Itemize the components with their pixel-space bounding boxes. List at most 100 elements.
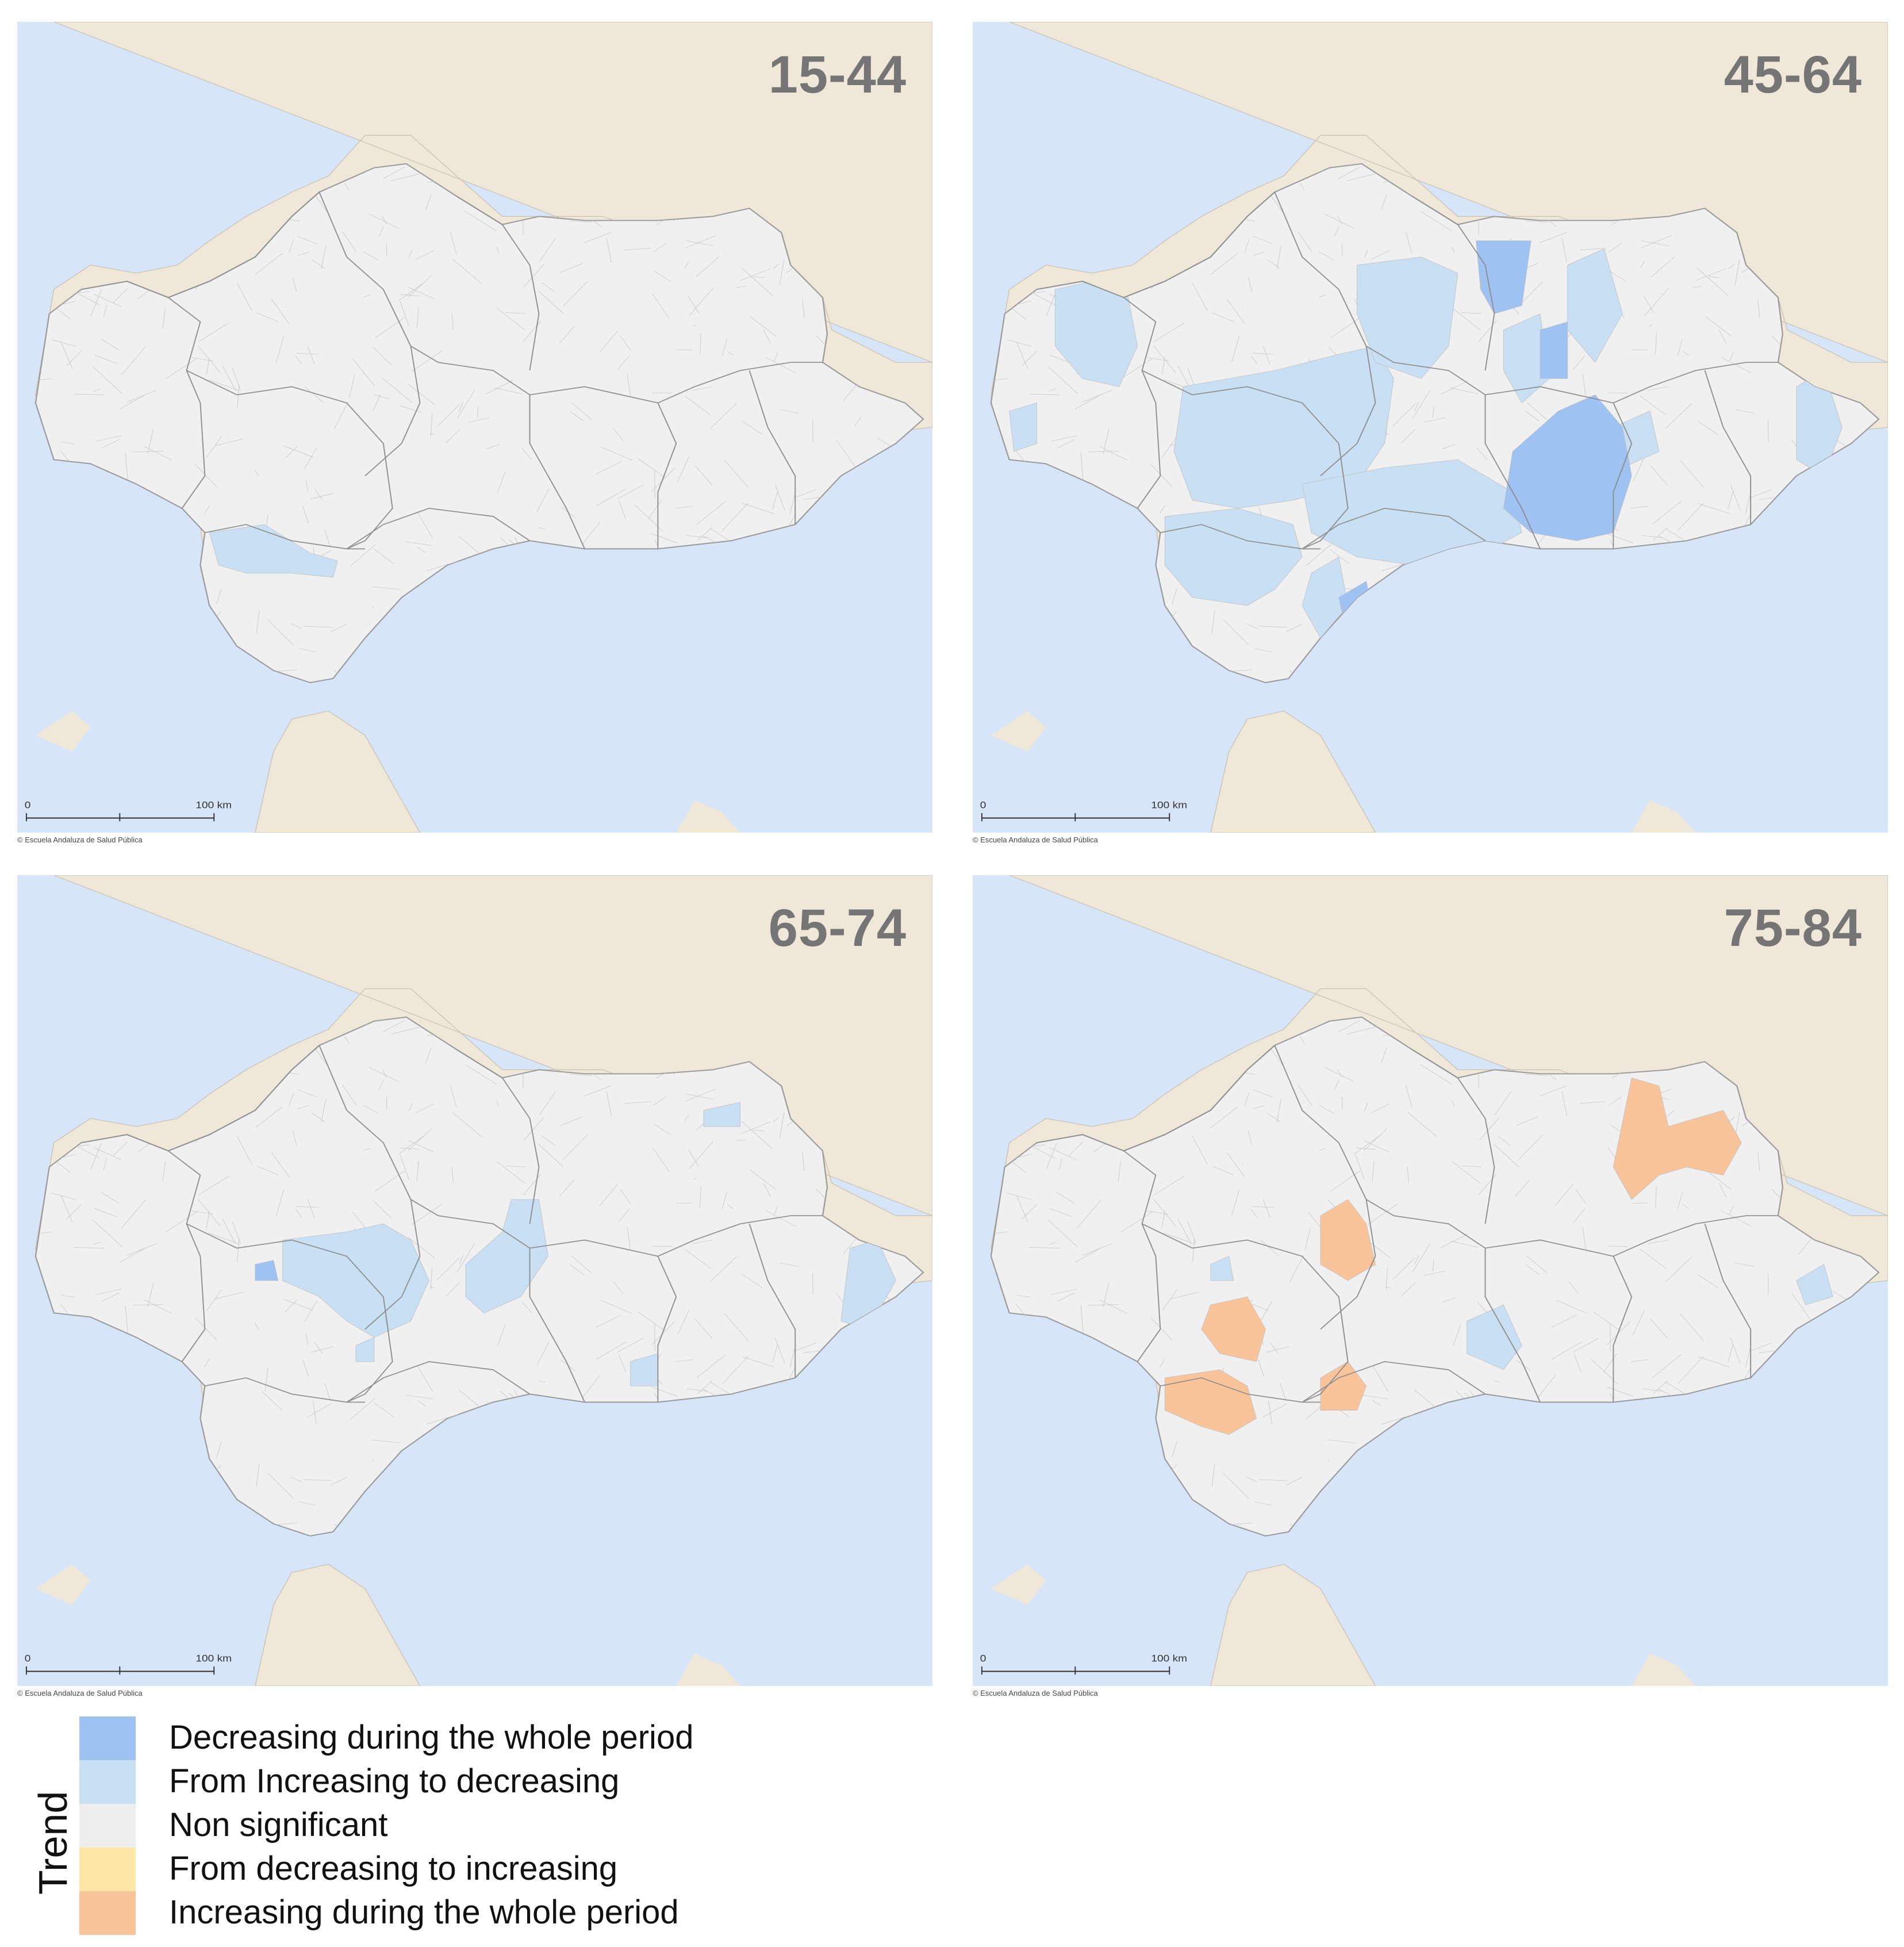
municipal-border — [287, 310, 289, 312]
municipal-border — [1606, 1386, 1633, 1397]
municipal-border — [742, 1356, 775, 1367]
municipal-border — [302, 1359, 309, 1377]
municipal-border — [125, 452, 128, 480]
municipal-border — [613, 1281, 624, 1294]
municipal-border — [1016, 1196, 1028, 1223]
municipal-border — [1729, 352, 1734, 362]
municipal-border — [1262, 346, 1270, 365]
africa-land — [35, 1564, 91, 1605]
municipal-border — [696, 501, 726, 525]
municipal-border — [1721, 1210, 1752, 1227]
municipal-border — [619, 1354, 627, 1373]
municipal-border — [1734, 259, 1740, 286]
age-group-label: 75-84 — [1723, 899, 1862, 957]
municipal-border — [1432, 406, 1434, 418]
municipal-border — [538, 527, 546, 530]
municipal-border — [1252, 1206, 1275, 1208]
province-border — [1142, 370, 1349, 550]
municipal-border — [1211, 610, 1215, 634]
municipal-border — [426, 1414, 458, 1425]
municipal-border — [232, 1221, 241, 1244]
municipal-border — [1285, 1477, 1303, 1486]
municipal-border — [1695, 268, 1726, 281]
municipal-border — [599, 330, 619, 353]
municipal-border — [1516, 1116, 1538, 1126]
municipal-border — [1253, 236, 1273, 244]
municipal-border — [1653, 527, 1668, 541]
municipal-border — [506, 312, 526, 314]
municipal-border — [1650, 1319, 1668, 1339]
trend-patch-inc_to_dec — [465, 1199, 548, 1313]
municipal-border — [1729, 1205, 1734, 1215]
municipal-border — [162, 308, 166, 328]
municipal-border — [1450, 387, 1479, 394]
municipal-border — [1697, 421, 1718, 435]
municipal-border — [373, 1200, 392, 1218]
municipal-border — [596, 488, 627, 507]
scale-bar: 0 100 km — [25, 1653, 232, 1675]
municipal-border — [741, 267, 773, 296]
municipal-border — [561, 263, 583, 273]
municipal-border — [51, 339, 76, 347]
municipal-border — [425, 194, 432, 210]
province-border — [456, 1049, 540, 1224]
province-border — [346, 508, 531, 550]
municipal-border — [237, 1238, 240, 1263]
municipal-border — [1007, 1193, 1032, 1200]
municipal-border — [1270, 194, 1283, 212]
andalusia-map: 0 100 km — [973, 875, 1888, 1686]
municipal-border — [297, 1105, 309, 1109]
legend-swatch — [79, 1716, 136, 1760]
municipal-border — [437, 1257, 460, 1280]
municipal-border — [1324, 1067, 1355, 1082]
municipal-border — [1651, 256, 1675, 277]
municipal-border — [1253, 252, 1265, 256]
municipal-border — [321, 245, 327, 269]
province-border — [410, 1199, 585, 1402]
municipal-border — [374, 549, 394, 564]
municipal-border — [1730, 1337, 1741, 1365]
municipal-border — [73, 1247, 105, 1249]
municipal-border — [1682, 1204, 1690, 1209]
municipal-border — [452, 1112, 482, 1137]
municipal-border — [1121, 1211, 1153, 1232]
trend-patch-increasing — [1320, 1199, 1376, 1281]
municipal-border — [292, 277, 297, 292]
municipal-border — [753, 1129, 765, 1132]
municipal-border — [191, 357, 213, 361]
municipal-border — [147, 428, 154, 454]
municipal-border — [1692, 286, 1702, 288]
municipal-border — [459, 401, 464, 412]
municipal-border — [1665, 1382, 1684, 1394]
municipal-border — [310, 1346, 334, 1353]
municipal-border — [307, 1403, 332, 1418]
municipal-border — [465, 210, 497, 231]
municipal-border — [772, 1344, 778, 1363]
municipal-border — [1050, 435, 1077, 442]
municipal-border — [1210, 253, 1238, 275]
municipal-border — [677, 1309, 690, 1335]
province-border — [1302, 1361, 1486, 1403]
municipal-border — [1103, 428, 1110, 454]
municipal-border — [763, 1183, 771, 1197]
municipal-border — [297, 1089, 317, 1098]
municipal-border — [496, 247, 500, 254]
municipal-border — [693, 1177, 697, 1180]
municipal-border — [538, 290, 564, 314]
municipal-border — [1630, 506, 1648, 509]
municipal-border — [297, 1206, 319, 1208]
province-border — [1613, 1256, 1633, 1402]
municipal-border — [627, 373, 631, 396]
municipal-border — [1603, 1353, 1617, 1373]
municipal-border — [1154, 322, 1185, 342]
municipal-border — [1539, 1085, 1567, 1097]
municipal-border — [710, 1382, 729, 1394]
municipal-border — [684, 261, 689, 269]
municipal-border — [648, 500, 662, 519]
municipal-border — [652, 1245, 672, 1247]
municipal-border — [606, 237, 612, 263]
municipal-border — [1353, 1135, 1380, 1155]
municipal-border — [1640, 396, 1667, 416]
municipal-border — [1164, 1232, 1195, 1244]
municipal-border — [465, 1064, 497, 1084]
